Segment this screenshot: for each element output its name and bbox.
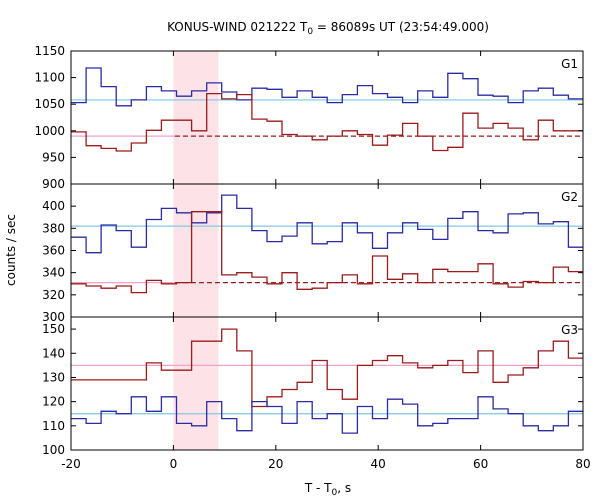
chart-title-suffix: = 86089s UT (23:54:49.000) [313, 20, 489, 34]
x-axis-label: T - T0, s [304, 481, 351, 498]
y-tick-label: 340 [42, 266, 65, 280]
y-tick-label: 900 [42, 177, 65, 191]
x-tick-label: 40 [371, 457, 386, 471]
chart-title: KONUS-WIND 021222 T0 = 86089s UT (23:54:… [167, 20, 489, 37]
y-tick-label: 110 [42, 419, 65, 433]
panel-g3: 100 110 120 130 140 150 G3 [42, 316, 584, 457]
chart-title-prefix: KONUS-WIND 021222 T [167, 20, 308, 34]
y-tick-label: 300 [42, 310, 65, 324]
x-axis-label-prefix: T - T [304, 481, 332, 495]
y-tick-label: 360 [42, 244, 65, 258]
series-line-blue [71, 396, 583, 434]
y-tick-label: 150 [42, 322, 65, 336]
series-line-blue [71, 194, 583, 254]
y-tick-label: 1050 [34, 97, 65, 111]
y-tick-label: 380 [42, 221, 65, 235]
series-line-red [71, 92, 583, 152]
plot-area: 9009501000105011001150G13003203403603804… [34, 44, 590, 471]
y-tick-label: 140 [42, 346, 65, 360]
y-tick-label: 120 [42, 395, 65, 409]
y-tick-label: 400 [42, 199, 65, 213]
y-tick-label: 1000 [34, 124, 65, 138]
panel-frame [70, 50, 584, 185]
x-tick-label: 60 [473, 457, 488, 471]
x-tick-label: 80 [575, 457, 590, 471]
y-tick-label: 130 [42, 370, 65, 384]
series-line-red [71, 211, 583, 294]
panel-label: G2 [561, 190, 578, 204]
panel-g1: 900 950 1000 1050 1100 1150 G1 [34, 44, 584, 191]
series-line-blue [71, 67, 583, 107]
y-tick-label: 320 [42, 288, 65, 302]
shaded-interval [173, 51, 219, 450]
x-tick-label: 0 [170, 457, 178, 471]
x-tick-label: 20 [268, 457, 283, 471]
chart-title-subscript: 0 [307, 27, 313, 37]
x-axis-label-subscript: 0 [332, 488, 338, 498]
series-line-red [71, 328, 583, 408]
panel-g2: 300 320 340 360 380 400 G2 [42, 183, 584, 324]
y-tick-label: 950 [42, 150, 65, 164]
panel-frame [70, 183, 584, 318]
panel-label: G1 [561, 57, 578, 71]
panel-frame [70, 316, 584, 451]
panel-label: G3 [561, 323, 578, 337]
y-axis-label: counts / sec [4, 214, 18, 286]
y-tick-label: 1150 [34, 44, 65, 58]
y-tick-label: 1100 [34, 71, 65, 85]
x-axis-label-suffix: , s [337, 481, 351, 495]
x-tick-label: -20 [61, 457, 81, 471]
y-tick-label: 100 [42, 443, 65, 457]
